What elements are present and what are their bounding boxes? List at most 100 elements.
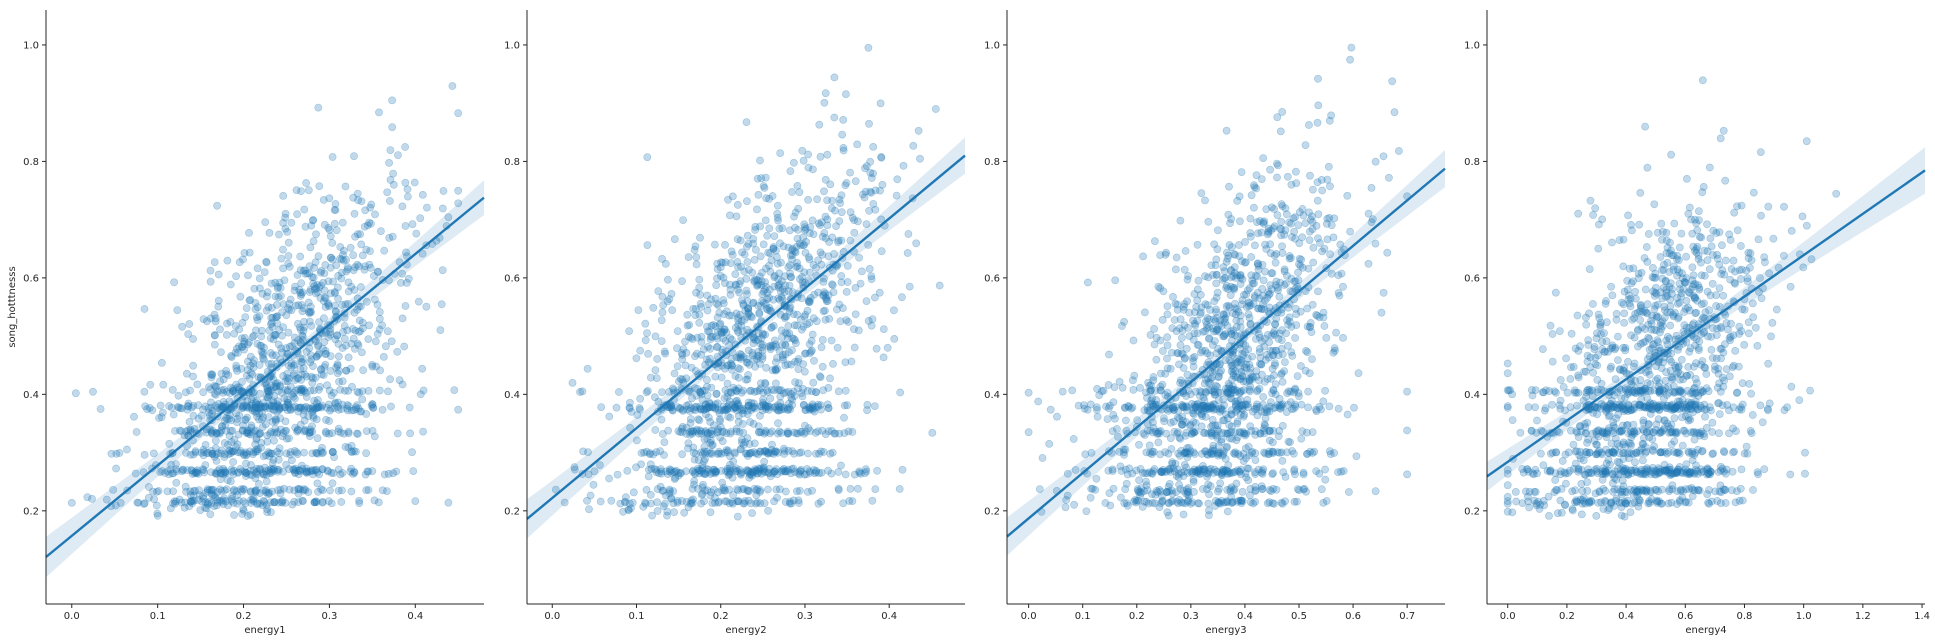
scatter-point [296,420,305,429]
scatter-point [1385,173,1393,182]
scatter-point [313,479,322,488]
scatter-point [871,485,880,493]
scatter-point [302,402,310,411]
scatter-point [263,437,272,446]
scatter-point [758,346,767,355]
scatter-point [220,450,229,459]
scatter-point [376,227,385,235]
x-tick-label: 0.6 [1345,611,1361,622]
scatter-point [265,489,274,497]
scatter-point [1238,487,1247,496]
scatter-point [1303,304,1312,313]
y-tick-label: 0.4 [984,390,1000,401]
scatter-point [840,401,849,410]
scatter-point [263,288,272,297]
scatter-point [233,366,241,375]
scatter-point [1241,238,1249,246]
scatter-point [1261,414,1270,423]
scatter-point [1170,316,1179,324]
scatter-point [387,402,395,411]
scatter-point [801,349,809,358]
scatter-point [799,401,808,410]
scatter-point [653,498,661,507]
scatter-point [1167,445,1176,453]
scatter-point [704,413,713,422]
scatter-point [243,428,252,437]
scatter-point [389,169,397,178]
scatter-point [296,252,305,261]
scatter-point [1295,260,1303,268]
scatter-point [649,303,658,312]
scatter-point [786,167,795,175]
scatter-point [875,288,884,297]
scatter-point [1206,482,1215,490]
scatter-point [389,180,398,189]
scatter-point [739,386,747,395]
scatter-point [319,278,327,287]
scatter-point [245,228,253,237]
scatter-point [764,485,772,494]
scatter-point [1209,469,1218,477]
scatter-point [166,504,175,513]
scatter-point [863,406,871,415]
scatter-point [1745,379,1754,388]
y-tick-label: 1.0 [504,40,520,51]
scatter-point [1246,214,1255,223]
scatter-point [854,484,862,493]
scatter-point [1551,288,1560,297]
scatter-point [643,153,652,162]
scatter-point [279,428,288,437]
scatter-point [850,216,858,224]
scatter-point [278,331,286,340]
scatter-point [1308,212,1316,221]
scatter-point [837,236,846,245]
scatter-point [864,43,873,52]
scatter-point [321,427,330,436]
scatter-point [623,466,632,475]
scatter-point [362,486,371,494]
scatter-point [244,271,252,280]
scatter-point [246,361,255,370]
scatter-point [253,316,262,324]
scatter-point [820,187,828,196]
scatter-point [1388,77,1397,86]
scatter-point [795,188,804,197]
scatter-point [1364,209,1373,218]
scatter-point [398,380,407,389]
scatter-point [1280,367,1289,375]
scatter-point [418,364,427,373]
scatter-point [259,413,267,422]
scatter-point [761,402,770,410]
scatter-point [1145,441,1154,450]
scatter-point [333,361,342,370]
scatter-point [695,283,704,292]
scatter-point [230,511,238,519]
scatter-point [713,449,722,458]
scatter-point [768,427,776,436]
scatter-point [1200,401,1208,410]
scatter-point [96,405,105,413]
scatter-point [208,370,216,379]
scatter-point [243,512,252,520]
scatter-point [621,498,629,507]
scatter-point [1346,55,1354,64]
scatter-point [855,468,864,477]
scatter-point [1212,293,1221,302]
scatter-point [267,381,276,390]
scatter-point [265,452,274,461]
scatter-point [1293,372,1302,380]
scatter-point [232,272,240,281]
scatter-point [306,243,315,252]
scatter-point [1339,333,1347,342]
scatter-point [309,237,318,245]
scatter-point [1165,479,1174,488]
scatter-point [198,497,206,506]
scatter-point [867,321,876,330]
scatter-point [835,217,844,225]
scatter-point [1172,265,1180,274]
scatter-point [258,469,267,477]
scatter-point [253,339,262,348]
scatter-point [334,294,342,303]
scatter-point [293,425,302,434]
scatter-point [1284,437,1293,446]
